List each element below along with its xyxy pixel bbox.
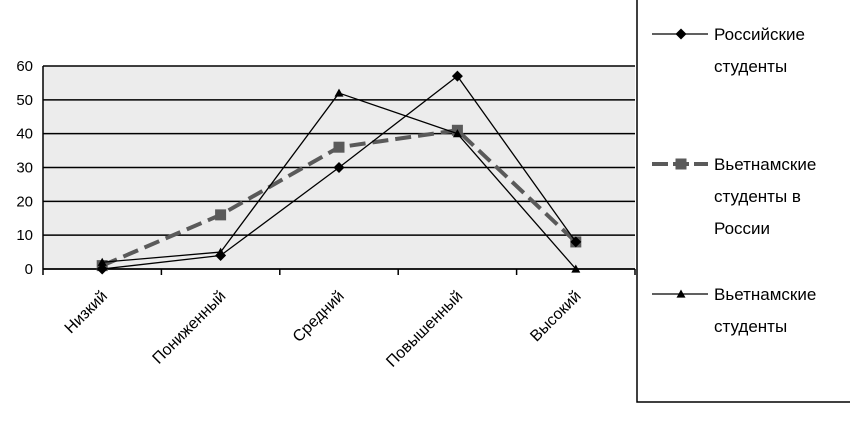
legend-entries: Российские студенты Вьетнамские студенты в Р… xyxy=(652,25,816,336)
y-axis: 0 10 20 30 40 50 60 xyxy=(16,58,44,278)
legend-label: Вьетнамские xyxy=(714,155,816,174)
data-point xyxy=(97,257,107,266)
legend-label: студенты в xyxy=(714,187,801,206)
legend-entry-1: Российские студенты xyxy=(652,25,805,76)
legend-entry-3: Вьетнамские студенты xyxy=(652,285,816,336)
legend-label: Российские xyxy=(714,25,805,44)
data-point xyxy=(570,236,582,248)
data-point xyxy=(96,263,108,275)
y-tick-label: 30 xyxy=(16,160,33,177)
legend xyxy=(636,0,850,403)
data-point xyxy=(215,209,227,221)
data-point xyxy=(571,264,581,273)
data-point xyxy=(333,162,345,173)
y-tick-label: 60 xyxy=(16,58,33,75)
legend-entry-2: Вьетнамские студенты в России xyxy=(652,155,816,238)
x-axis: Низкий Пониженный Средний Повышенный Высокий xyxy=(42,268,636,371)
legend-marker xyxy=(675,28,687,40)
series-1 xyxy=(96,70,582,275)
y-tick-label: 40 xyxy=(16,126,33,143)
data-point xyxy=(334,88,344,97)
y-tick-label: 50 xyxy=(16,92,33,109)
legend-label: Вьетнамские xyxy=(714,285,816,304)
y-tick-label: 20 xyxy=(16,193,33,210)
x-category-label: Повышенный xyxy=(383,288,466,371)
x-category-label: Низкий xyxy=(62,288,111,337)
y-tick-label: 10 xyxy=(16,227,33,244)
legend-label: России xyxy=(714,219,770,238)
data-point xyxy=(215,249,227,261)
data-point xyxy=(452,129,462,138)
x-category-label: Средний xyxy=(290,288,348,346)
data-point xyxy=(333,141,345,153)
legend-label: студенты xyxy=(714,317,787,336)
x-category-label: Пониженный xyxy=(150,288,230,368)
series-layer xyxy=(96,70,582,275)
legend-marker xyxy=(676,289,686,298)
data-point xyxy=(451,70,463,82)
x-category-label: Высокий xyxy=(527,288,584,345)
y-tick-label: 0 xyxy=(25,261,33,278)
legend-label: студенты xyxy=(714,57,787,76)
legend-marker xyxy=(675,158,687,170)
